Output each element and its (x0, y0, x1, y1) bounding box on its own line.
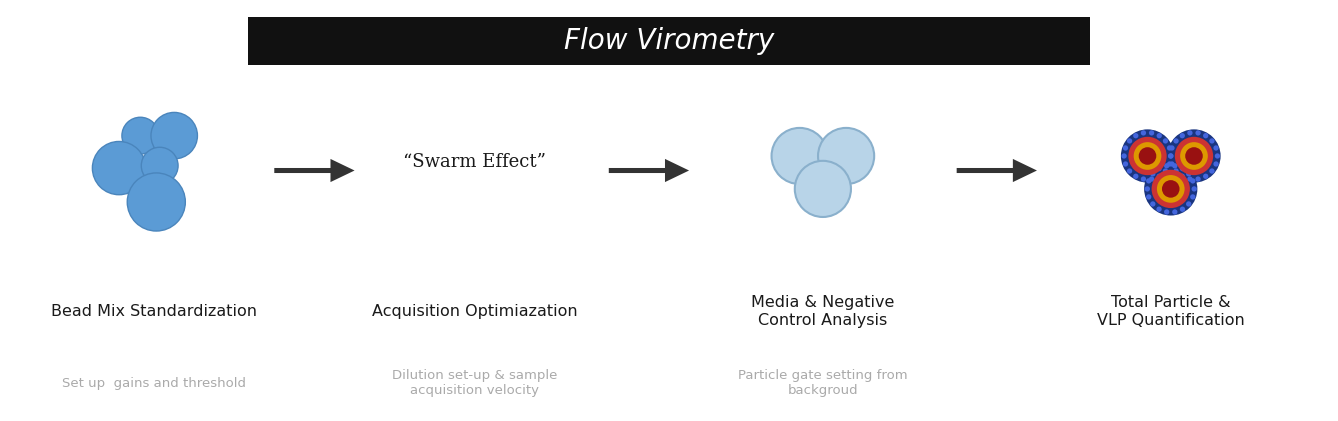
Circle shape (1164, 209, 1169, 215)
FancyArrow shape (274, 159, 355, 182)
Circle shape (122, 117, 159, 154)
Text: Media & Negative
Control Analysis: Media & Negative Control Analysis (751, 296, 895, 328)
Circle shape (1156, 173, 1161, 179)
Circle shape (1180, 173, 1185, 179)
Circle shape (1195, 176, 1200, 182)
Circle shape (1164, 163, 1169, 168)
Circle shape (1172, 209, 1177, 215)
Circle shape (1192, 186, 1198, 192)
Circle shape (1203, 173, 1208, 179)
Circle shape (1149, 130, 1155, 136)
Circle shape (1167, 145, 1172, 151)
Circle shape (795, 161, 851, 217)
Text: Total Particle &
VLP Quantification: Total Particle & VLP Quantification (1097, 296, 1244, 328)
Circle shape (1214, 161, 1219, 167)
Circle shape (1121, 153, 1127, 159)
Circle shape (1210, 168, 1215, 174)
Circle shape (1127, 138, 1132, 144)
Circle shape (1214, 145, 1219, 151)
Circle shape (1144, 162, 1198, 216)
Circle shape (1173, 168, 1179, 174)
Text: Dilution set-up & sample
acquisition velocity: Dilution set-up & sample acquisition vel… (392, 369, 558, 397)
Text: Bead Mix Standardization: Bead Mix Standardization (51, 304, 257, 319)
Circle shape (1167, 161, 1172, 167)
Circle shape (1215, 153, 1220, 159)
Circle shape (92, 141, 146, 195)
Circle shape (1141, 176, 1147, 182)
Circle shape (1168, 153, 1173, 159)
Circle shape (142, 147, 178, 184)
Circle shape (772, 128, 828, 184)
Circle shape (1133, 142, 1161, 170)
Circle shape (1161, 180, 1180, 198)
Circle shape (1163, 138, 1168, 144)
Circle shape (1187, 176, 1192, 182)
Circle shape (1185, 147, 1203, 165)
FancyArrow shape (609, 159, 689, 182)
Circle shape (1169, 161, 1175, 167)
Circle shape (1141, 130, 1147, 136)
FancyArrow shape (957, 159, 1037, 182)
Circle shape (1123, 145, 1128, 151)
Circle shape (1180, 207, 1185, 212)
Circle shape (1167, 129, 1220, 183)
Circle shape (1121, 129, 1175, 183)
Circle shape (1139, 147, 1156, 165)
Circle shape (1128, 137, 1167, 175)
Circle shape (1169, 145, 1175, 151)
Circle shape (1180, 142, 1208, 170)
Text: “Swarm Effect”: “Swarm Effect” (404, 153, 546, 171)
Circle shape (1151, 201, 1156, 207)
Circle shape (1173, 138, 1179, 144)
Circle shape (1172, 163, 1177, 168)
Circle shape (1180, 133, 1185, 139)
Circle shape (1133, 133, 1139, 139)
Circle shape (1152, 170, 1189, 208)
Circle shape (1189, 194, 1195, 200)
Text: Flow Virometry: Flow Virometry (563, 27, 775, 55)
Circle shape (1163, 168, 1168, 174)
Circle shape (1149, 176, 1155, 182)
Circle shape (1156, 133, 1161, 139)
Circle shape (1147, 178, 1152, 184)
Circle shape (1123, 161, 1128, 167)
Circle shape (1127, 168, 1132, 174)
Circle shape (1187, 130, 1192, 136)
Circle shape (1147, 194, 1152, 200)
Circle shape (1195, 130, 1200, 136)
Circle shape (1210, 138, 1215, 144)
Text: Set up  gains and threshold: Set up gains and threshold (62, 377, 246, 389)
Bar (248, 17, 1090, 65)
Circle shape (1189, 178, 1195, 184)
Circle shape (1157, 175, 1184, 203)
Text: Particle gate setting from
backgroud: Particle gate setting from backgroud (739, 369, 907, 397)
Circle shape (1180, 166, 1185, 171)
Circle shape (1144, 186, 1149, 192)
Circle shape (1203, 133, 1208, 139)
Circle shape (818, 128, 874, 184)
Circle shape (1151, 171, 1156, 176)
Text: Acquisition Optimiazation: Acquisition Optimiazation (372, 304, 578, 319)
Circle shape (1185, 171, 1191, 176)
Circle shape (1156, 166, 1161, 171)
Circle shape (127, 173, 186, 231)
Circle shape (151, 112, 198, 159)
Circle shape (1156, 207, 1161, 212)
Circle shape (1175, 137, 1214, 175)
Circle shape (1185, 201, 1191, 207)
Circle shape (1133, 173, 1139, 179)
Circle shape (1168, 153, 1173, 159)
